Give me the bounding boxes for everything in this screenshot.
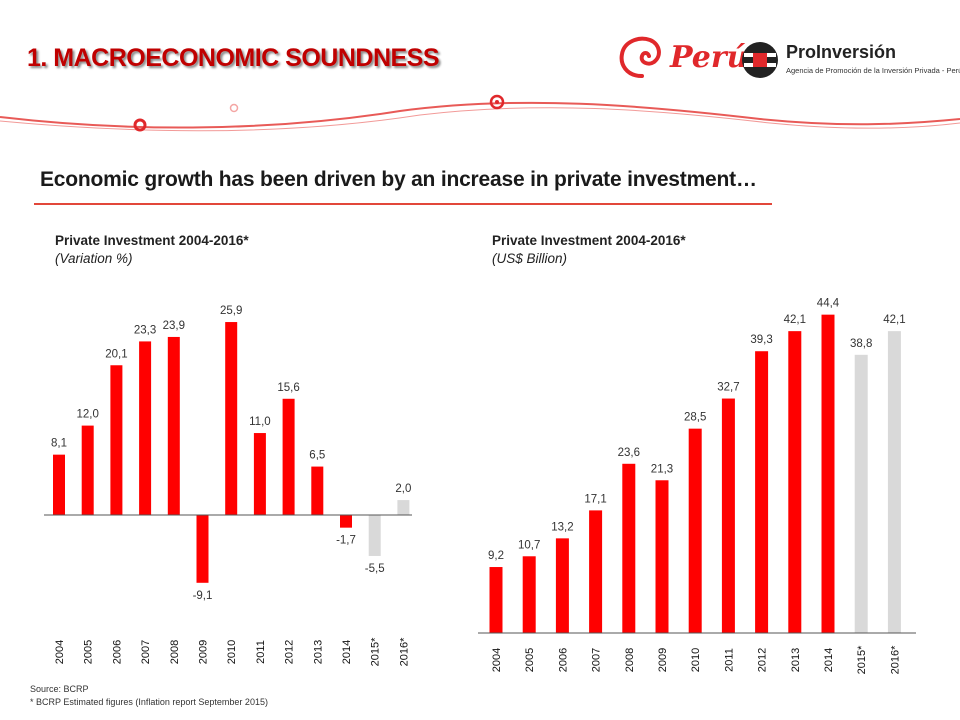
data-label: 42,1 bbox=[883, 314, 905, 326]
bar-2007 bbox=[589, 510, 603, 633]
tick-label: 2014 bbox=[341, 640, 353, 664]
tick-label: 2005 bbox=[83, 640, 95, 664]
bar-2010 bbox=[225, 322, 238, 515]
bar-2004 bbox=[489, 567, 503, 633]
bar-2007 bbox=[139, 341, 152, 515]
data-label: 17,1 bbox=[584, 493, 606, 505]
data-label: 23,6 bbox=[618, 447, 640, 459]
tick-label: 2008 bbox=[169, 640, 181, 664]
data-label: 38,8 bbox=[850, 338, 872, 350]
tick-label: 2013 bbox=[790, 648, 802, 672]
decorative-swoosh bbox=[0, 94, 960, 132]
tick-label: 2004 bbox=[491, 648, 503, 672]
subtitle-underline bbox=[34, 203, 772, 205]
peru-logo-text: Perú bbox=[670, 40, 749, 75]
decor-circle bbox=[133, 118, 147, 132]
tick-label: 2007 bbox=[140, 640, 152, 664]
data-label: 21,3 bbox=[651, 463, 673, 475]
data-label: 15,6 bbox=[277, 382, 299, 394]
tick-label: 2012 bbox=[284, 640, 296, 664]
tick-label: 2009 bbox=[198, 640, 210, 664]
tick-label: 2008 bbox=[624, 648, 636, 672]
tick-label: 2010 bbox=[690, 648, 702, 672]
proinversion-logo-icon bbox=[742, 42, 778, 78]
bar-2014 bbox=[821, 314, 835, 633]
bar-2010 bbox=[688, 428, 702, 633]
bar-2004 bbox=[53, 454, 65, 515]
tick-label: 2005 bbox=[524, 648, 536, 672]
tick-label: 2011 bbox=[723, 648, 735, 672]
bar-2008 bbox=[622, 463, 636, 633]
data-label: 11,0 bbox=[249, 416, 271, 428]
bar-2013 bbox=[788, 331, 802, 633]
data-label: -9,1 bbox=[193, 590, 213, 602]
bar-2009 bbox=[655, 480, 669, 633]
proinversion-tagline: Agencia de Promoción de la Inversión Pri… bbox=[786, 66, 960, 75]
chart-1-title: Private Investment 2004-2016* bbox=[55, 233, 249, 248]
bar-2013 bbox=[311, 466, 324, 515]
bar-2016* bbox=[397, 500, 410, 515]
bar-2009 bbox=[196, 515, 209, 583]
proinversion-name: ProInversión bbox=[786, 42, 897, 62]
tick-label: 2007 bbox=[591, 648, 603, 672]
tick-label: 2006 bbox=[557, 648, 569, 672]
bar-2014 bbox=[340, 515, 352, 528]
bar-2012 bbox=[282, 398, 295, 515]
tick-label: 2016* bbox=[889, 645, 901, 674]
bar-2015* bbox=[368, 515, 381, 556]
data-label: 8,1 bbox=[51, 438, 67, 450]
data-label: 25,9 bbox=[220, 305, 242, 317]
tick-label: 2013 bbox=[312, 640, 324, 664]
peru-spiral-icon bbox=[619, 36, 661, 78]
data-label: 28,5 bbox=[684, 412, 706, 424]
data-label: 42,1 bbox=[784, 314, 806, 326]
data-label: 13,2 bbox=[551, 521, 573, 533]
tick-label: 2010 bbox=[226, 640, 238, 664]
bar-2006 bbox=[555, 538, 569, 633]
bar-2005 bbox=[522, 556, 536, 633]
tick-label: 2014 bbox=[823, 648, 835, 672]
data-label: 9,2 bbox=[488, 550, 504, 562]
bar-2011 bbox=[253, 433, 266, 515]
slide-subtitle: Economic growth has been driven by an in… bbox=[40, 168, 757, 191]
chart-2-subtitle: (US$ Billion) bbox=[492, 251, 568, 266]
data-label: 10,7 bbox=[518, 539, 540, 551]
data-label: -5,5 bbox=[365, 563, 385, 575]
data-label: -1,7 bbox=[336, 535, 356, 547]
tick-label: 2009 bbox=[657, 648, 669, 672]
data-label: 20,1 bbox=[105, 348, 127, 360]
decor-circle bbox=[229, 103, 239, 113]
bar-2006 bbox=[110, 365, 123, 515]
brand-area: Perú ProInversión Agencia de Promoción d… bbox=[612, 30, 960, 90]
source-note: Source: BCRP bbox=[30, 684, 89, 694]
bar-2011 bbox=[721, 398, 735, 633]
bar-2012 bbox=[755, 351, 769, 633]
tick-label: 2011 bbox=[255, 640, 267, 664]
tick-label: 2016* bbox=[398, 637, 410, 666]
data-label: 12,0 bbox=[77, 409, 99, 421]
bar-2005 bbox=[81, 425, 94, 515]
estimate-note: * BCRP Estimated figures (Inflation repo… bbox=[30, 697, 268, 707]
data-label: 39,3 bbox=[750, 334, 772, 346]
tick-label: 2004 bbox=[54, 640, 66, 664]
chart-1-subtitle: (Variation %) bbox=[55, 251, 133, 266]
decor-circle bbox=[495, 100, 499, 104]
page-title: 1. MACROECONOMIC SOUNDNESS bbox=[27, 44, 440, 72]
bar-2015* bbox=[854, 354, 868, 633]
tick-label: 2006 bbox=[111, 640, 123, 664]
bar-2008 bbox=[167, 336, 180, 515]
tick-label: 2015* bbox=[370, 637, 382, 666]
decor-circle bbox=[489, 94, 505, 110]
data-label: 23,3 bbox=[134, 324, 156, 336]
bar-2016* bbox=[887, 331, 901, 633]
data-label: 44,4 bbox=[817, 298, 840, 310]
data-label: 2,0 bbox=[395, 483, 411, 495]
data-label: 23,9 bbox=[163, 320, 185, 332]
data-label: 32,7 bbox=[717, 382, 739, 394]
tick-label: 2012 bbox=[757, 648, 769, 672]
chart-2-title: Private Investment 2004-2016* bbox=[492, 233, 686, 248]
tick-label: 2015* bbox=[856, 645, 868, 674]
data-label: 6,5 bbox=[309, 450, 325, 462]
